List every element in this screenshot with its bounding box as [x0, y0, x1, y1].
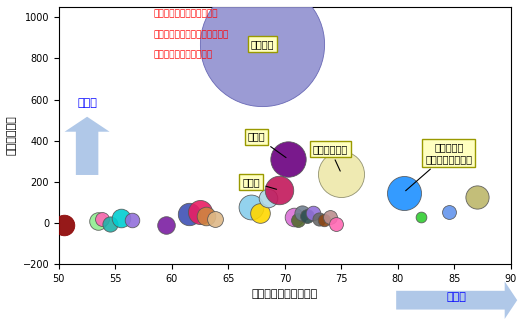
Text: 縦軸（権利者スコア）：総合力: 縦軸（権利者スコア）：総合力 [154, 30, 229, 39]
Point [417, 214, 425, 219]
Text: 新日鉄住金
ソリューションズ: 新日鉄住金 ソリューションズ [406, 142, 472, 191]
Point [309, 210, 318, 215]
Point [298, 210, 306, 215]
Point [320, 217, 329, 222]
Point [128, 217, 137, 222]
X-axis label: パテントスコア最高値: パテントスコア最高値 [252, 289, 318, 300]
Point [60, 223, 69, 228]
Point [332, 221, 340, 226]
Text: 円の大きさ：有効特許件数: 円の大きさ：有効特許件数 [154, 10, 219, 19]
Point [247, 204, 255, 209]
Text: パナソニック: パナソニック [312, 144, 348, 171]
Text: ソニー: ソニー [242, 177, 277, 189]
Text: キヤノン: キヤノン [250, 39, 274, 49]
Point [326, 214, 334, 219]
Point [314, 216, 323, 221]
Point [258, 41, 267, 47]
Point [399, 190, 408, 195]
Y-axis label: 権利者スコア: 権利者スコア [7, 116, 17, 155]
Point [184, 211, 193, 216]
Point [303, 213, 312, 219]
Point [202, 213, 210, 219]
Text: 総合力: 総合力 [77, 98, 97, 108]
Text: 横軸（最高値）：個別力: 横軸（最高値）：個別力 [154, 51, 213, 60]
Point [256, 210, 264, 215]
Point [275, 188, 283, 193]
Point [94, 219, 103, 224]
Point [473, 194, 481, 199]
Point [284, 157, 292, 162]
Point [117, 215, 125, 220]
Point [97, 216, 106, 221]
Point [290, 214, 298, 219]
Point [264, 196, 272, 201]
Point [196, 209, 204, 214]
Point [294, 217, 303, 222]
Text: 任天堂: 任天堂 [248, 131, 286, 158]
Text: 個別力: 個別力 [447, 293, 466, 302]
Point [211, 216, 219, 221]
Point [162, 223, 170, 228]
Point [105, 221, 114, 226]
Point [444, 209, 453, 214]
Point [337, 171, 346, 176]
